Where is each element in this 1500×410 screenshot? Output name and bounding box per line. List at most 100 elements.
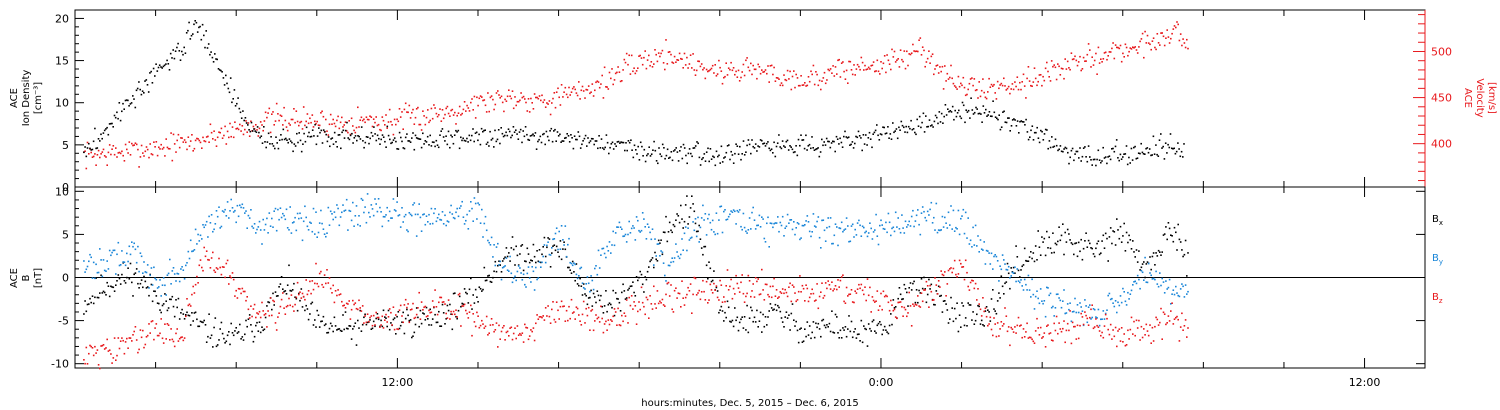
velocity-point — [567, 96, 569, 99]
density-point — [956, 112, 959, 114]
by-point — [936, 231, 939, 234]
velocity-point — [1116, 46, 1118, 49]
density-point — [105, 128, 107, 130]
bz-point — [704, 299, 707, 301]
velocity-point — [106, 164, 108, 166]
bx-point — [509, 260, 511, 262]
density-point — [1016, 120, 1019, 122]
by-point — [509, 255, 511, 258]
bz-point — [1036, 317, 1038, 320]
by-point — [1076, 304, 1079, 306]
bz-point — [202, 269, 204, 272]
bx-point — [470, 277, 472, 280]
bz-point — [980, 315, 983, 317]
bz-point — [374, 324, 376, 326]
by-point — [527, 266, 530, 268]
bx-point — [1178, 238, 1181, 241]
velocity-point — [291, 118, 294, 121]
density-point — [907, 125, 910, 128]
bz-point — [162, 342, 165, 344]
bz-point — [363, 322, 365, 324]
velocity-point — [645, 67, 648, 70]
by-point — [1156, 283, 1159, 285]
density-point — [489, 130, 491, 133]
density-point — [590, 137, 593, 140]
by-point — [877, 243, 880, 246]
bx-point — [95, 277, 97, 279]
density-point — [578, 135, 581, 138]
bz-point — [675, 287, 677, 289]
density-point — [1003, 110, 1005, 113]
velocity-point — [689, 54, 692, 56]
by-point — [677, 255, 680, 258]
bz-point — [1037, 327, 1039, 329]
bx-point — [382, 309, 385, 312]
bx-point — [234, 330, 236, 332]
velocity-point — [704, 77, 707, 80]
by-point — [501, 266, 504, 269]
by-point — [650, 238, 653, 241]
density-point — [1131, 159, 1134, 161]
bz-point — [1055, 315, 1058, 318]
bz-point — [436, 313, 439, 316]
bz-point — [338, 294, 341, 296]
bx-point — [479, 288, 482, 290]
velocity-point — [339, 121, 342, 124]
density-point — [601, 147, 604, 149]
by-point — [715, 212, 718, 214]
velocity-point — [1081, 68, 1084, 70]
bz-point — [458, 292, 461, 295]
bz-point — [440, 296, 443, 299]
bz-point — [853, 301, 855, 304]
bx-point — [924, 288, 926, 290]
by-point — [268, 212, 271, 214]
bx-point — [307, 318, 310, 321]
bx-point — [85, 310, 88, 313]
bz-point — [434, 289, 436, 291]
bx-point — [341, 330, 343, 332]
density-point — [133, 98, 135, 100]
density-point — [937, 122, 939, 125]
by-point — [357, 223, 359, 226]
bz-point — [910, 325, 913, 327]
by-point — [1052, 305, 1054, 308]
velocity-point — [557, 87, 559, 90]
bz-point — [381, 315, 384, 318]
bx-point — [882, 329, 885, 331]
velocity-point — [650, 61, 653, 63]
by-point — [517, 265, 520, 267]
density-point — [839, 137, 841, 140]
density-point — [697, 142, 699, 145]
bz-point — [1091, 304, 1093, 306]
velocity-point — [721, 82, 724, 85]
density-point — [746, 144, 748, 147]
by-point — [505, 257, 508, 259]
velocity-point — [128, 141, 131, 143]
density-point — [1079, 147, 1081, 149]
by-point — [544, 261, 547, 264]
bz-point — [867, 294, 870, 297]
bz-point — [552, 301, 554, 303]
bz-point — [413, 317, 416, 320]
bx-point — [735, 319, 737, 322]
bz-point — [166, 323, 169, 325]
bx-point — [289, 289, 291, 292]
by-point — [570, 262, 573, 265]
bx-point — [1173, 226, 1176, 229]
bz-point — [1059, 328, 1062, 330]
density-point — [562, 140, 565, 142]
by-point — [725, 219, 727, 221]
bx-point — [806, 321, 809, 323]
bx-point — [121, 273, 123, 276]
bx-point — [1060, 234, 1063, 237]
velocity-point — [467, 107, 470, 109]
velocity-point — [910, 52, 913, 54]
bottom-panel-points — [83, 193, 1189, 370]
bz-point — [955, 273, 957, 276]
bz-point — [921, 300, 924, 303]
bz-point — [738, 291, 741, 293]
bx-point — [1184, 239, 1187, 242]
by-point — [1108, 292, 1111, 295]
by-point — [917, 209, 919, 211]
density-point — [916, 118, 918, 121]
